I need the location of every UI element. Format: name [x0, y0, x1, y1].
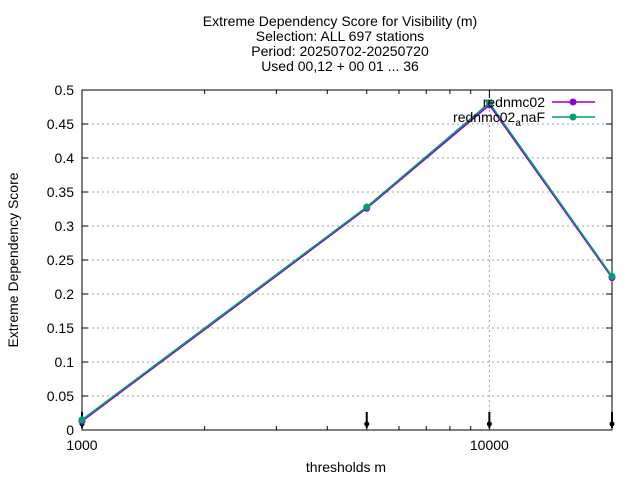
- series-line: [81, 101, 613, 421]
- y-tick-label: 0.45: [47, 116, 74, 132]
- chart-title-line: Extreme Dependency Score for Visibility …: [203, 13, 477, 29]
- chart-title: Extreme Dependency Score for Visibility …: [203, 13, 477, 74]
- data-point: [485, 99, 493, 107]
- chart-title-line: Used 00,12 + 00 01 ... 36: [261, 58, 419, 74]
- legend-swatch-marker: [569, 98, 577, 106]
- y-tick-label: 0.15: [47, 320, 74, 336]
- chart-title-line: Period: 20250702-20250720: [251, 43, 429, 59]
- y-tick-label: 0.05: [47, 388, 74, 404]
- threshold-marker-dot: [609, 421, 615, 427]
- y-tick-label: 0.4: [55, 150, 75, 166]
- x-tick-label: 1000: [66, 437, 97, 453]
- threshold-marker-dot: [364, 421, 370, 427]
- y-tick-label: 0.25: [47, 252, 74, 268]
- series-line: [81, 103, 613, 422]
- legend-swatch-marker: [569, 113, 577, 121]
- y-tick-label: 0.3: [55, 218, 75, 234]
- y-axis-label: Extreme Dependency Score: [5, 172, 21, 347]
- x-axis-label: thresholds m: [306, 459, 386, 475]
- grid: [82, 90, 612, 430]
- y-tick-label: 0.2: [55, 286, 75, 302]
- y-tick-label: 0: [66, 422, 74, 438]
- data-point: [363, 203, 371, 211]
- legend-label: rednmc02: [483, 94, 545, 110]
- legend-label: rednmc02anaF: [453, 109, 545, 129]
- y-tick-label: 0.1: [55, 354, 75, 370]
- chart-title-line: Selection: ALL 697 stations: [256, 28, 424, 44]
- y-tick-label: 0.35: [47, 184, 74, 200]
- data-point: [78, 416, 86, 424]
- data-point: [608, 272, 616, 280]
- x-tick-label: 10000: [470, 437, 509, 453]
- ticks: 0 0.05 0.1 0.15 0.2 0.25 0.3 0.35 0.4 0.45 0.5 1000…: [47, 82, 612, 453]
- series-layer: [78, 99, 616, 425]
- y-tick-label: 0.5: [55, 82, 75, 98]
